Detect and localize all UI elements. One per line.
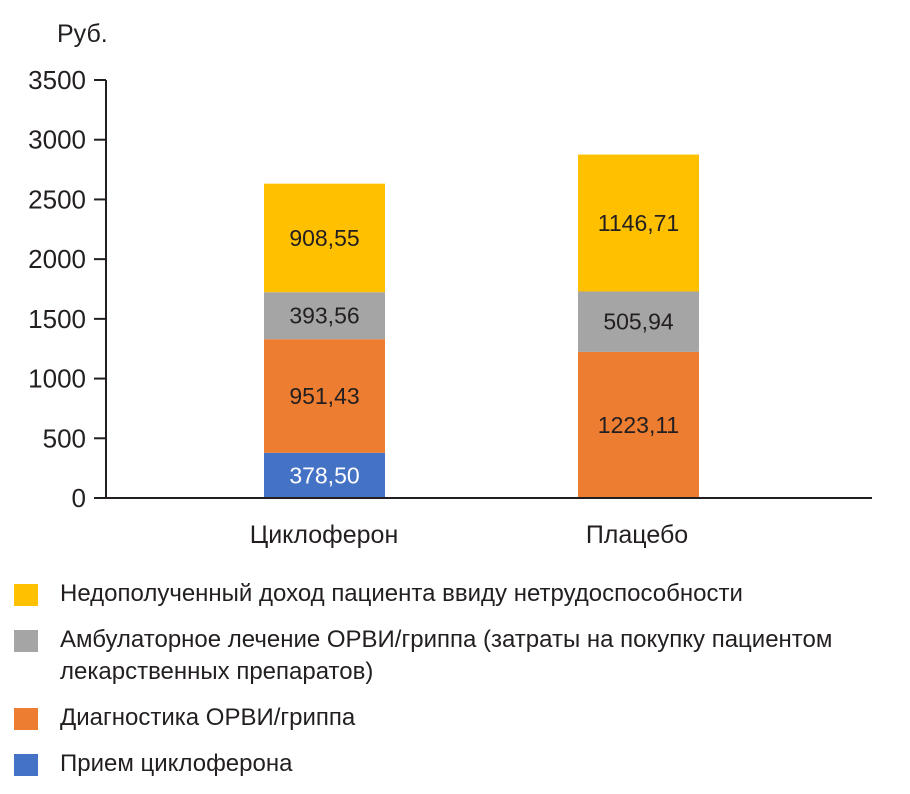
data-label: 1223,11 — [598, 412, 679, 438]
y-tick-label: 2000 — [28, 244, 86, 274]
data-label: 908,55 — [289, 225, 359, 251]
y-axis-unit-label: Руб. — [57, 20, 108, 48]
data-label: 378,50 — [289, 462, 359, 488]
legend-label: Диагностика ОРВИ/гриппа — [60, 704, 356, 731]
bar-segment — [264, 292, 385, 340]
stacked-bar-chart: 378,50 951,43 393,56 908,55 Циклоферон 1223,1… — [28, 65, 872, 549]
bar-segment — [264, 339, 385, 453]
legend-swatch — [14, 708, 38, 730]
legend-swatch — [14, 630, 38, 652]
legend-swatch — [14, 584, 38, 606]
y-tick-label: 1500 — [28, 304, 86, 334]
bar-segment — [578, 154, 699, 292]
bar-segment — [578, 291, 699, 352]
legend-label: Амбулаторное лечение ОРВИ/гриппа (затрат… — [60, 626, 833, 685]
y-tick-label: 1000 — [28, 364, 86, 394]
bar-segment — [264, 452, 385, 498]
y-tick-label: 3500 — [28, 65, 86, 95]
y-tick-label: 2500 — [28, 184, 86, 214]
data-label: 1146,71 — [598, 210, 679, 236]
data-label: 505,94 — [603, 309, 674, 335]
legend-item-diagnostics: Диагностика ОРВИ/гриппа — [14, 702, 890, 734]
legend-item-lost-income: Недополученный доход пациента ввиду нетр… — [14, 578, 890, 610]
legend-label: Недополученный доход пациента ввиду нетр… — [60, 580, 743, 607]
bar-segment — [578, 351, 699, 498]
y-tick-label: 3000 — [28, 125, 86, 155]
legend-label: Прием циклоферона — [60, 750, 293, 777]
x-tick-label: Циклоферон — [250, 521, 399, 549]
bar-segment — [264, 183, 385, 293]
legend-item-outpatient: Амбулаторное лечение ОРВИ/гриппа (затрат… — [14, 624, 890, 688]
legend-item-cycloferon: Прием циклоферона — [14, 748, 890, 780]
legend: Недополученный доход пациента ввиду нетр… — [14, 578, 890, 794]
data-label: 393,56 — [289, 303, 359, 329]
legend-swatch — [14, 754, 38, 776]
y-tick-label: 500 — [43, 423, 86, 453]
x-tick-label: Плацебо — [586, 521, 688, 549]
data-label: 951,43 — [289, 383, 359, 409]
y-tick-label: 0 — [72, 483, 86, 513]
